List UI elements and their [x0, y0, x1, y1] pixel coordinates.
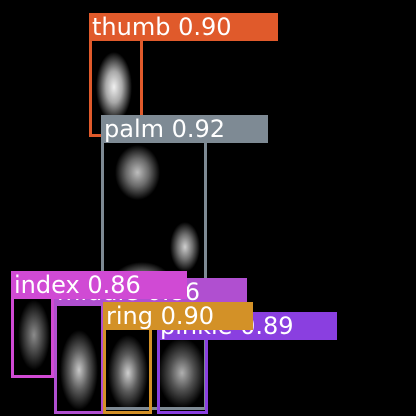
- middle-blob: [60, 330, 98, 410]
- ring-blob: [108, 335, 148, 411]
- tag-index-label: index: [14, 271, 80, 299]
- bbox-middle: [54, 302, 104, 414]
- palm-blob-lower: [170, 222, 200, 272]
- tag-ring: ring 0.90: [103, 302, 253, 330]
- bbox-ring: [103, 326, 152, 414]
- tag-palm: palm 0.92: [101, 115, 268, 143]
- tag-thumb: thumb 0.90: [89, 13, 278, 41]
- palm-blob-upper: [115, 145, 160, 200]
- tag-ring-label: ring: [106, 302, 153, 330]
- tag-ring-score: 0.90: [160, 302, 215, 330]
- tag-index-score: 0.86: [87, 271, 141, 299]
- tag-thumb-score: 0.90: [178, 13, 232, 41]
- tag-index: index 0.86: [11, 271, 187, 299]
- tag-palm-label: palm: [104, 115, 164, 143]
- index-blob: [18, 300, 50, 370]
- bbox-index: [11, 296, 54, 378]
- pinkie-blob: [158, 338, 206, 408]
- thumb-blob: [96, 52, 132, 122]
- tag-thumb-label: thumb: [92, 13, 171, 41]
- bbox-pinkie: [157, 336, 208, 414]
- tag-palm-score: 0.92: [171, 115, 226, 143]
